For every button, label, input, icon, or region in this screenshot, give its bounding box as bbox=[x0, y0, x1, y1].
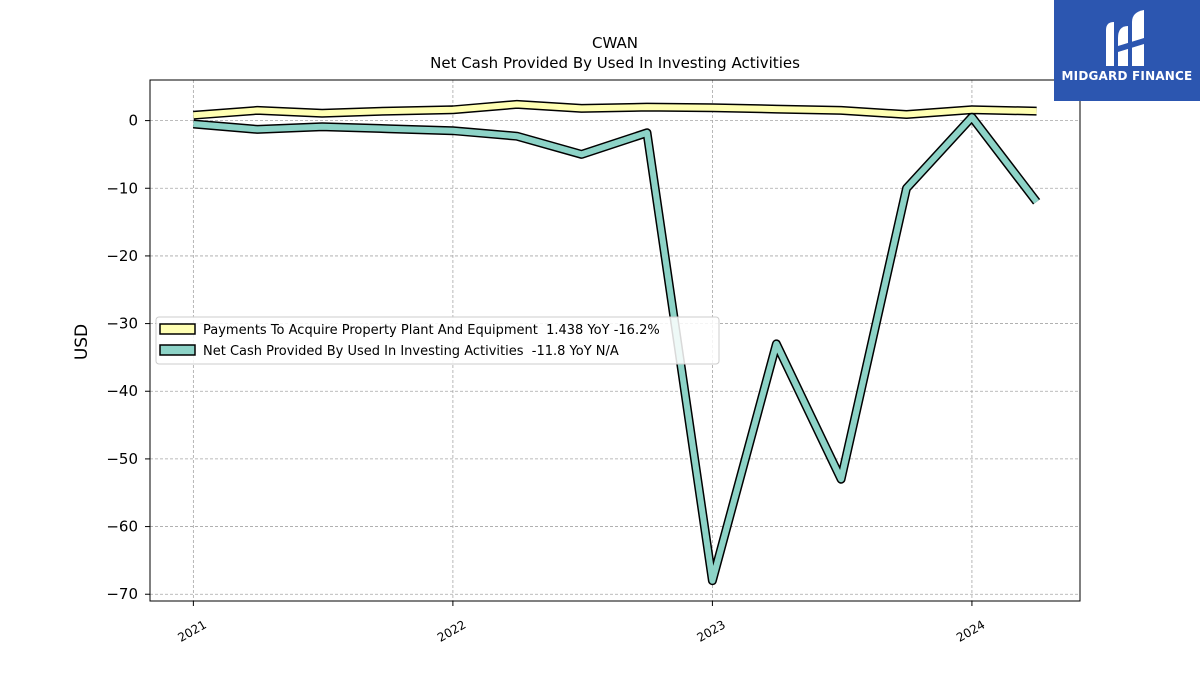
series-layer bbox=[193, 99, 1041, 586]
chart-subtitle: Net Cash Provided By Used In Investing A… bbox=[430, 54, 800, 72]
chart-title: CWAN bbox=[592, 34, 638, 52]
y-tick-label: −70 bbox=[106, 585, 138, 603]
y-tick-label: 0 bbox=[128, 112, 138, 130]
midgard-logo-icon bbox=[1106, 10, 1144, 66]
y-tick-label: −30 bbox=[106, 315, 138, 333]
series-line-2 bbox=[193, 114, 1039, 584]
x-tick-label: 2023 bbox=[694, 617, 727, 644]
x-axis: 2021 2022 2023 2024 bbox=[175, 601, 987, 645]
legend-swatch-2 bbox=[159, 344, 196, 356]
logo-text: MIDGARD FINANCE bbox=[1061, 69, 1193, 83]
y-tick-label: −50 bbox=[106, 450, 138, 468]
plot-frame bbox=[149, 79, 1081, 602]
x-tick-label: 2022 bbox=[435, 617, 468, 644]
y-tick-label: −20 bbox=[106, 247, 138, 265]
y-tick-label: −60 bbox=[106, 518, 138, 536]
y-tick-label: −10 bbox=[106, 179, 138, 197]
y-axis: 0 −10 −20 −30 −40 −50 −60 −70 bbox=[106, 112, 150, 603]
y-tick-label: −40 bbox=[106, 382, 138, 400]
x-tick-label: 2021 bbox=[175, 617, 208, 644]
legend-label-1: Payments To Acquire Property Plant And E… bbox=[203, 323, 660, 338]
x-tick-label: 2024 bbox=[954, 617, 987, 644]
midgard-finance-logo: MIDGARD FINANCE bbox=[1054, 0, 1200, 101]
series-line-1 bbox=[193, 101, 1037, 119]
y-axis-label: USD bbox=[72, 324, 92, 360]
legend-swatch-1 bbox=[159, 323, 196, 335]
legend-box bbox=[155, 316, 720, 365]
legend: Payments To Acquire Property Plant And E… bbox=[155, 316, 720, 365]
legend-label-2: Net Cash Provided By Used In Investing A… bbox=[203, 344, 619, 359]
